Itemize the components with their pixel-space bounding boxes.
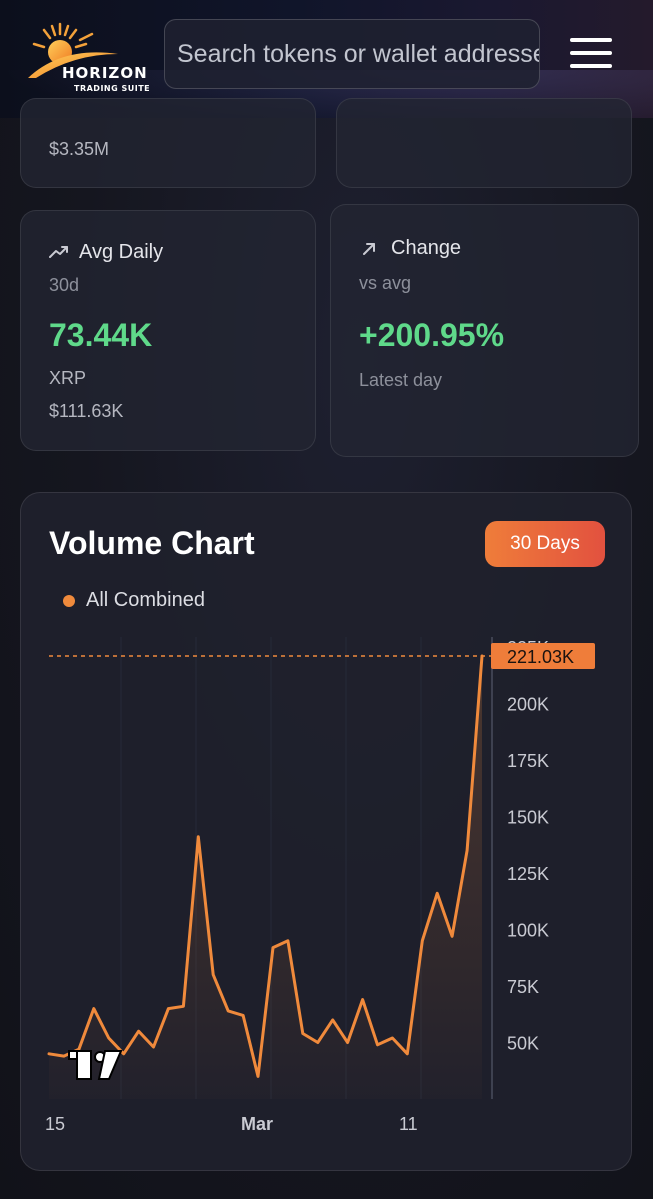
y-tick-label: 50K [507, 1034, 539, 1054]
y-tick-label: 150K [507, 808, 549, 828]
avg-daily-usd: $111.63K [49, 401, 124, 421]
xrp-total-usd: $3.35M [49, 139, 110, 159]
x-tick-label: 15 [45, 1114, 65, 1134]
x-tick-label: 11 [399, 1114, 418, 1134]
arrow-up-right-icon [363, 243, 375, 255]
volume-area-fill [49, 656, 482, 1099]
x-tick-label: Mar [241, 1114, 273, 1134]
change-card: Change vs avg +200.95% Latest day [330, 204, 639, 457]
avg-daily-unit: XRP [49, 368, 87, 388]
y-tick-label: 125K [507, 864, 549, 884]
avg-daily-period: 30d [49, 275, 80, 295]
tradingview-logo-icon [68, 1050, 123, 1080]
xrp-total-card: $3.35M [20, 98, 316, 188]
search-box[interactable] [164, 19, 540, 89]
hamburger-menu-icon[interactable] [570, 38, 614, 70]
avg-daily-label: Avg Daily [79, 241, 164, 263]
y-tick-label: 100K [507, 921, 549, 941]
y-tick-label: 75K [507, 977, 539, 997]
logo-wordmark: HORIZON [62, 64, 148, 82]
change-label: Change [391, 237, 462, 259]
legend-all-combined[interactable]: All Combined [86, 589, 205, 611]
change-sub: vs avg [359, 273, 412, 293]
avg-daily-card: Avg Daily 30d 73.44K XRP $111.63K [20, 210, 316, 451]
change-caption: Latest day [359, 370, 443, 390]
app-header: HORIZON TRADING SUITE [0, 0, 653, 118]
chart-title: Volume Chart [49, 525, 255, 561]
horizon-logo[interactable]: HORIZON TRADING SUITE [22, 18, 152, 98]
plot-right-border [491, 637, 493, 1099]
last-value-label: 221.03K [507, 647, 574, 667]
last-value-tag [491, 642, 595, 669]
change-value: +200.95% [359, 317, 505, 353]
logo-subtitle: TRADING SUITE [74, 84, 151, 93]
y-tick-label: 200K [507, 695, 549, 715]
avg-daily-value: 73.44K [49, 317, 153, 353]
y-tick-label: 175K [507, 751, 549, 771]
volume-chart-card: Volume Chart 30 Days All Combined 225K20… [20, 492, 632, 1171]
legend-dot [63, 595, 75, 607]
sun-logo-icon [28, 22, 118, 78]
search-input[interactable] [165, 20, 539, 88]
range-30-days-button[interactable]: 30 Days [485, 521, 605, 567]
trending-up-icon [49, 246, 68, 258]
transactions-card [336, 98, 632, 188]
